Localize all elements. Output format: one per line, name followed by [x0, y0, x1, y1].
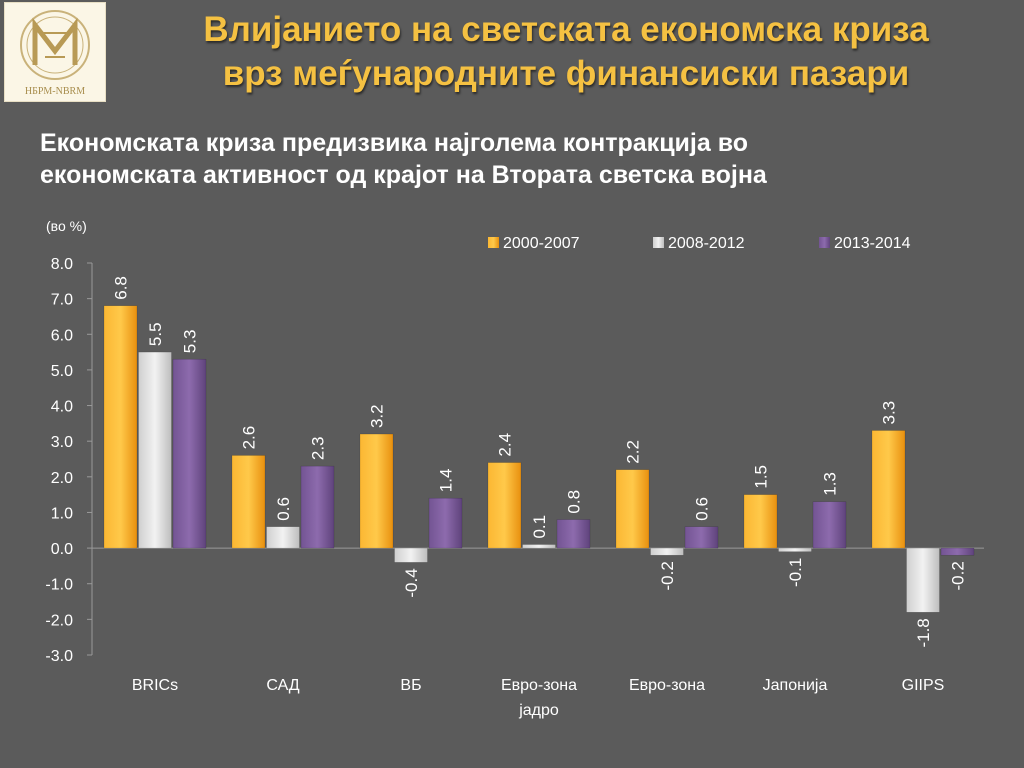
- y-tick-label: 6.0: [51, 327, 73, 344]
- legend-swatch: [819, 237, 830, 248]
- y-tick-label: 3.0: [51, 434, 73, 451]
- bar-value-label: 5.5: [146, 322, 165, 346]
- bar-value-label: -1.8: [914, 618, 933, 647]
- x-category-label: Евро-зона: [501, 677, 577, 694]
- x-category-label: GIIPS: [902, 677, 945, 694]
- legend-swatch: [653, 237, 664, 248]
- y-tick-label: 8.0: [51, 256, 73, 273]
- legend-label: 2000-2007: [503, 235, 580, 252]
- x-category-label: САД: [266, 677, 299, 694]
- x-category-label: BRICs: [132, 677, 178, 694]
- bar: [940, 547, 975, 556]
- x-category-label: јадро: [518, 702, 559, 719]
- bar: [615, 469, 650, 549]
- bar-value-label: 2.4: [496, 433, 515, 457]
- page-title: Влијанието на светската економска криза …: [112, 8, 1020, 96]
- logo-text: НБРМ-NBRM: [24, 86, 86, 97]
- bar: [266, 526, 300, 549]
- bar-value-label: 0.8: [565, 490, 584, 514]
- x-category-label: ВБ: [400, 677, 421, 694]
- slide-subtitle: Економската криза предизвика најголема к…: [40, 127, 767, 191]
- subtitle-line-1: Економската криза предизвика најголема к…: [40, 129, 749, 157]
- bar-value-label: -0.4: [402, 568, 421, 597]
- bar: [138, 351, 172, 549]
- legend-label: 2013-2014: [834, 235, 911, 252]
- nbrm-logo: НБРМ-NBRM: [4, 2, 106, 102]
- y-tick-label: -2.0: [45, 612, 73, 629]
- bar-value-label: -0.2: [658, 561, 677, 590]
- bar-value-label: 3.2: [368, 404, 387, 428]
- bar: [522, 544, 556, 549]
- y-tick-label: -3.0: [45, 648, 73, 665]
- bar: [231, 455, 266, 549]
- bar-value-label: 0.6: [274, 497, 293, 521]
- bar-value-label: 1.4: [437, 469, 456, 493]
- bar-value-label: -0.2: [949, 561, 968, 590]
- subtitle-line-2: економската активност од крајот на Втора…: [40, 161, 767, 189]
- bar: [906, 547, 940, 613]
- bar-value-label: 1.5: [752, 465, 771, 489]
- bar-value-label: 5.3: [181, 330, 200, 354]
- bar: [487, 462, 522, 549]
- legend-label: 2008-2012: [668, 235, 745, 252]
- bar: [172, 358, 207, 549]
- x-axis: BRICs САД ВБ Евро-зона јадро Евро-зона Јапониј…: [132, 677, 944, 719]
- y-tick-label: 2.0: [51, 470, 73, 487]
- chart-legend: 2000-2007 2008-2012 2013-2014: [488, 235, 911, 252]
- bar: [778, 547, 812, 552]
- bar: [871, 430, 906, 549]
- bar-value-label: 3.3: [880, 401, 899, 425]
- y-tick-label: 4.0: [51, 399, 73, 416]
- y-tick-label: 5.0: [51, 363, 73, 380]
- bars: 6.8 2.6 3.2 2.4 2.2 1.5 3.3 5.5 0.6 -0.4 0.1 -0.2 -0…: [103, 276, 975, 648]
- bar: [428, 497, 463, 549]
- bar-value-label: 0.1: [530, 515, 549, 539]
- bar: [394, 547, 428, 563]
- x-category-label: Евро-зона: [629, 677, 705, 694]
- legend-swatch: [488, 237, 499, 248]
- bar: [556, 519, 591, 549]
- bar: [684, 526, 719, 549]
- bar-value-label: -0.1: [786, 558, 805, 587]
- bar-value-label: 6.8: [112, 276, 131, 300]
- y-tick-label: 1.0: [51, 505, 73, 522]
- bar: [300, 465, 335, 549]
- x-category-label: Јапонија: [763, 677, 828, 694]
- y-tick-label: -1.0: [45, 577, 73, 594]
- bar: [650, 547, 684, 556]
- bar: [359, 433, 394, 549]
- bar-value-label: 0.6: [693, 497, 712, 521]
- title-line-1: Влијанието на светската економска криза: [203, 10, 929, 49]
- bar: [743, 494, 778, 549]
- y-tick-label: 0.0: [51, 541, 73, 558]
- bar-value-label: 2.3: [309, 436, 328, 460]
- unit-label: (во %): [46, 218, 87, 234]
- bar: [812, 501, 847, 549]
- bar-value-label: 2.6: [240, 426, 259, 450]
- bar-value-label: 2.2: [624, 440, 643, 464]
- bar-value-label: 1.3: [821, 472, 840, 496]
- bar: [103, 305, 138, 549]
- title-line-2: врз меѓународните финансиски пазари: [222, 54, 910, 93]
- y-tick-label: 7.0: [51, 292, 73, 309]
